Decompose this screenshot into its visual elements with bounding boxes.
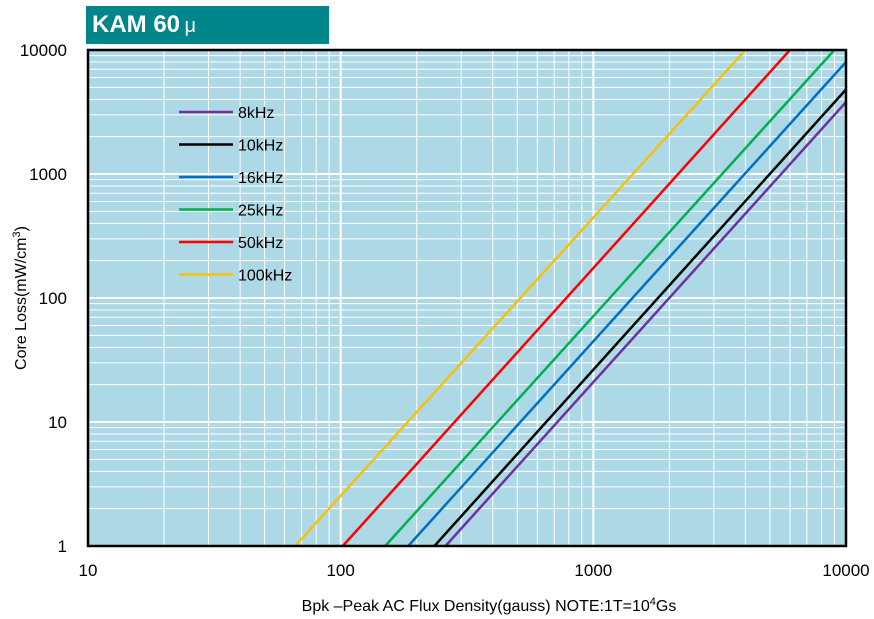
chart-title-banner: KAM 60 μ: [86, 6, 329, 44]
y-tick-labels: 1 10 100 1000 10000: [20, 41, 67, 556]
series-line-8kHz: [444, 101, 847, 547]
y-axis-label: Core Loss(mW/cm3): [11, 226, 30, 370]
y-tick-label: 100: [39, 289, 67, 308]
legend-label: 16kHz: [238, 170, 283, 187]
y-tick-label: 10000: [20, 41, 67, 60]
series-line-16kHz: [407, 61, 847, 547]
x-tick-label: 1000: [574, 561, 612, 580]
plot-frame: [86, 48, 848, 548]
series-line-50kHz: [341, 49, 791, 547]
title-unit: μ: [184, 15, 197, 37]
x-tick-label: 10: [79, 561, 98, 580]
legend-label: 50kHz: [238, 235, 283, 252]
series-line-100kHz: [294, 49, 747, 547]
series-line-25kHz: [384, 49, 836, 547]
x-tick-label: 10000: [822, 561, 869, 580]
x-tick-labels: 10 100 1000 10000: [79, 561, 870, 580]
series-line-10kHz: [433, 88, 847, 547]
grid: [88, 50, 846, 546]
legend-label: 100kHz: [238, 268, 292, 285]
legend-label: 10kHz: [238, 138, 283, 155]
series-lines: [294, 49, 847, 547]
y-tick-label: 10: [48, 413, 67, 432]
legend: 8kHz 10kHz 16kHz 25kHz 50kHz 100kHz: [179, 105, 292, 285]
y-tick-label: 1: [58, 537, 67, 556]
y-tick-label: 1000: [29, 165, 67, 184]
x-tick-label: 100: [326, 561, 354, 580]
title-material: KAM 60: [92, 11, 181, 38]
legend-label: 8kHz: [238, 105, 274, 122]
legend-label: 25kHz: [238, 203, 283, 220]
x-axis-label: Bpk –Peak AC Flux Density(gauss) NOTE:1T…: [302, 596, 677, 615]
